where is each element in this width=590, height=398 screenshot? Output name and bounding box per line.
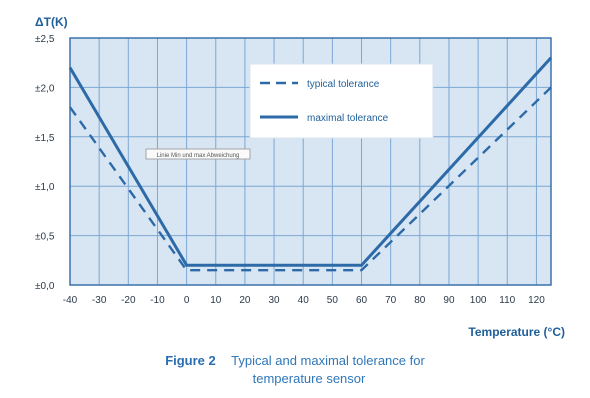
y-tick-label: ±2,0 [35, 83, 55, 94]
x-tick-label: 30 [268, 295, 280, 306]
x-axis-title: Temperature (°C) [468, 325, 565, 339]
y-tick-label: ±1,0 [35, 182, 55, 193]
x-tick-label: 60 [356, 295, 368, 306]
legend-box [249, 63, 434, 139]
caption-line-2: temperature sensor [252, 371, 366, 386]
x-tick-label: 50 [327, 295, 339, 306]
chart-container: ±0,0 ±0,5 ±1,0 ±1,5 ±2,0 ±2,5 -40 -30 -20 -10 0 10 2… [35, 15, 565, 339]
y-tick-label: ±0,5 [35, 232, 55, 243]
x-tick-label: 100 [470, 295, 487, 306]
x-tick-label: -10 [150, 295, 165, 306]
tolerance-chart-svg: ±0,0 ±0,5 ±1,0 ±1,5 ±2,0 ±2,5 -40 -30 -20 -10 0 10 2… [35, 15, 565, 339]
x-tick-label: 20 [239, 295, 251, 306]
x-tick-label: -40 [63, 295, 78, 306]
legend-label-solid: maximal tolerance [307, 113, 389, 124]
legend-layer: typical tolerance maximal tolerance [249, 63, 434, 139]
plot-border [69, 37, 552, 286]
series-solid-line [68, 56, 553, 267]
overlay-layer: Linie Min und max Abweichung [145, 148, 251, 160]
x-tick-label: 0 [184, 295, 190, 306]
x-tick-label: 110 [499, 295, 515, 306]
x-tick-label: 70 [385, 295, 397, 306]
x-tick-label: 120 [528, 295, 545, 306]
legend-label-dashed: typical tolerance [307, 79, 380, 90]
y-tick-label: ±0,0 [35, 281, 55, 292]
x-tick-label: 40 [298, 295, 310, 306]
y-tick-label: ±2,5 [35, 34, 55, 45]
axis-layer: ±0,0 ±0,5 ±1,0 ±1,5 ±2,0 ±2,5 -40 -30 -20 -10 0 10 2… [35, 15, 565, 339]
figure-label: Figure 2 [165, 353, 216, 368]
y-tick-label: ±1,5 [35, 133, 55, 144]
caption-line-1: Typical and maximal tolerance for [231, 353, 425, 368]
x-tick-label: 10 [210, 295, 222, 306]
x-tick-label: 80 [414, 295, 426, 306]
x-tick-label: 90 [443, 295, 455, 306]
x-tick-label: -30 [92, 295, 107, 306]
tooltip-badge [145, 148, 251, 160]
figure-caption: Figure 2 Typical and maximal tolerance f… [0, 352, 590, 388]
series-layer [68, 56, 553, 272]
tooltip-badge-text: Linie Min und max Abweichung [157, 153, 240, 159]
x-tick-label: -20 [121, 295, 136, 306]
y-axis-title: ΔT(K) [35, 15, 68, 29]
